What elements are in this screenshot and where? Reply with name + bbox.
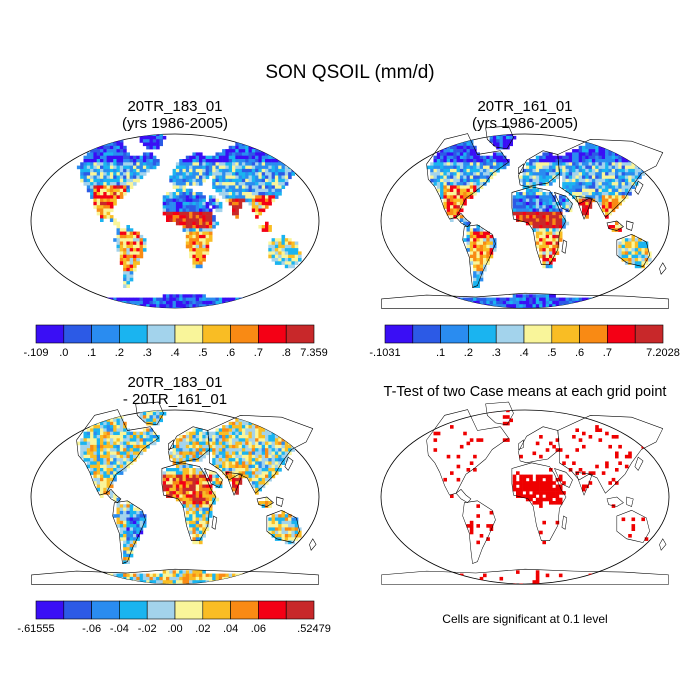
panel-1-title: 20TR_183_01 (yrs 1986-2005) bbox=[20, 98, 330, 132]
colorbar-tick-label: .6 bbox=[575, 347, 584, 359]
colorbar-swatch bbox=[174, 324, 204, 344]
panel-4-significance-note: Cells are significant at 0.1 level bbox=[442, 612, 608, 626]
colorbar-swatch bbox=[63, 600, 92, 620]
colorbar-swatch bbox=[258, 324, 287, 344]
colorbar-tick-label: -.02 bbox=[138, 623, 157, 635]
panel-1-title-line2: (yrs 1986-2005) bbox=[122, 115, 228, 132]
colorbar-tick-label: .1 bbox=[436, 347, 445, 359]
colorbar-swatch bbox=[285, 600, 315, 620]
colorbar-tick-label: -.06 bbox=[82, 623, 101, 635]
colorbar-swatch bbox=[91, 600, 120, 620]
colorbar-swatch bbox=[468, 324, 497, 344]
colorbar-swatch bbox=[202, 324, 231, 344]
colorbar-tick-label: .8 bbox=[282, 347, 291, 359]
colorbar-tick-label: .1 bbox=[87, 347, 96, 359]
panel-2-title: 20TR_161_01 (yrs 1986-2005) bbox=[370, 98, 680, 132]
panel-1-title-line1: 20TR_183_01 bbox=[127, 98, 223, 115]
colorbar-tick-label: .52479 bbox=[297, 623, 331, 635]
colorbar-tick-label: .3 bbox=[143, 347, 152, 359]
colorbar-swatch bbox=[495, 324, 525, 344]
colorbar-tick-label: .5 bbox=[198, 347, 207, 359]
colorbar-tick-label: 7.359 bbox=[300, 347, 328, 359]
panel-3-title-line2: - 20TR_161_01 bbox=[122, 391, 228, 408]
panel-3-map bbox=[30, 401, 320, 585]
colorbar-tick-label: -.61555 bbox=[17, 623, 54, 635]
colorbar-swatch bbox=[551, 324, 580, 344]
colorbar-swatch bbox=[523, 324, 553, 344]
panel-1-colorbar: -.109 .0 .1 .2 .3 .4 .5 .6 .7 .8 7.359 bbox=[23, 324, 328, 359]
colorbar-tick-label: .3 bbox=[492, 347, 501, 359]
colorbar-tick-label: .5 bbox=[547, 347, 556, 359]
panel-2-title-line2: (yrs 1986-2005) bbox=[472, 115, 578, 132]
colorbar-swatch bbox=[230, 324, 259, 344]
colorbar-tick-label: -.109 bbox=[23, 347, 48, 359]
colorbar-tick-label: .0 bbox=[59, 347, 68, 359]
colorbar-tick-label: .06 bbox=[251, 623, 266, 635]
colorbar-swatch bbox=[91, 324, 120, 344]
colorbar-swatch bbox=[119, 600, 148, 620]
colorbar-tick-label: .04 bbox=[223, 623, 238, 635]
colorbar-swatch bbox=[285, 324, 315, 344]
colorbar-tick-label: .00 bbox=[167, 623, 182, 635]
colorbar-tick-label: -.04 bbox=[110, 623, 129, 635]
colorbar-swatch bbox=[35, 324, 65, 344]
colorbar-tick-label: .7 bbox=[603, 347, 612, 359]
colorbar-swatch bbox=[579, 324, 608, 344]
colorbar-swatch bbox=[607, 324, 636, 344]
colorbar-swatch bbox=[35, 600, 65, 620]
colorbar-swatch bbox=[258, 600, 287, 620]
colorbar-swatch bbox=[119, 324, 148, 344]
colorbar-swatch bbox=[440, 324, 469, 344]
colorbar-swatch bbox=[202, 600, 231, 620]
colorbar-swatch bbox=[230, 600, 259, 620]
colorbar-tick-label: 7.2028 bbox=[646, 347, 680, 359]
colorbar-tick-label: .02 bbox=[195, 623, 210, 635]
panel-4-map bbox=[380, 401, 670, 585]
colorbar-tick-label: .7 bbox=[254, 347, 263, 359]
main-title: SON QSOIL (mm/d) bbox=[265, 62, 435, 83]
panel-2-map bbox=[380, 125, 670, 309]
panel-3-title: 20TR_183_01 - 20TR_161_01 bbox=[20, 374, 330, 408]
panel-3-colorbar: -.61555 -.06 -.04 -.02 .00 .02 .04 .06 .52479 bbox=[17, 600, 331, 635]
panel-2-title-line1: 20TR_161_01 bbox=[477, 98, 573, 115]
colorbar-swatch bbox=[174, 600, 204, 620]
colorbar-tick-label: .2 bbox=[115, 347, 124, 359]
colorbar-swatch bbox=[146, 600, 176, 620]
colorbar-swatch bbox=[384, 324, 414, 344]
colorbar-tick-label: .2 bbox=[464, 347, 473, 359]
panel-4-title: T-Test of two Case means at each grid po… bbox=[383, 384, 667, 400]
panel-2-colorbar: -.1031 .1 .2 .3 .4 .5 .6 .7 7.2028 bbox=[369, 324, 680, 359]
colorbar-swatch bbox=[63, 324, 92, 344]
colorbar-swatch bbox=[146, 324, 176, 344]
colorbar-tick-label: .4 bbox=[170, 347, 179, 359]
panel-3-title-line1: 20TR_183_01 bbox=[127, 374, 223, 391]
panel-1-map bbox=[30, 133, 320, 309]
colorbar-tick-label: -.1031 bbox=[369, 347, 400, 359]
colorbar-swatch bbox=[412, 324, 441, 344]
colorbar-swatch bbox=[634, 324, 664, 344]
colorbar-tick-label: .6 bbox=[226, 347, 235, 359]
colorbar-tick-label: .4 bbox=[519, 347, 528, 359]
